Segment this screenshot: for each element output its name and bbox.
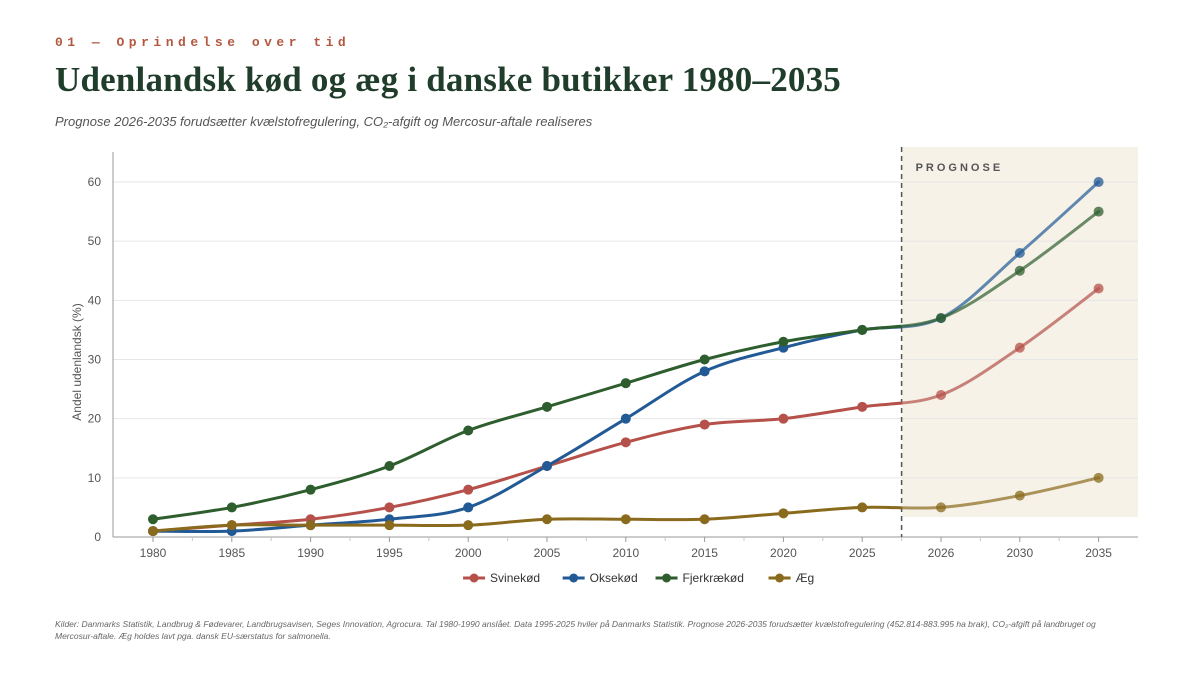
y-tick-label: 20 [88,412,102,426]
x-tick-label: 2000 [455,546,482,560]
data-point [1093,472,1104,483]
legend-label: Fjerkrækød [683,571,744,585]
data-point [1093,177,1104,187]
data-point [384,461,395,471]
data-point [620,378,631,389]
legend-swatch-dot [569,573,579,583]
x-tick-label: 1985 [218,546,245,560]
data-point [778,508,789,519]
data-point [1014,248,1025,258]
data-point [1014,265,1025,276]
data-point [148,526,158,537]
series-aeg [148,472,1104,537]
data-point [620,413,631,424]
data-point [542,401,552,412]
data-point [936,313,946,324]
y-tick-label: 30 [88,353,102,367]
data-point [778,336,789,347]
data-point [463,520,474,531]
forecast-label: PROGNOSE [916,162,1004,174]
legend-swatch-dot [662,573,672,583]
x-tick-label: 1980 [140,546,167,560]
y-tick-label: 10 [88,471,102,485]
data-point [384,502,395,513]
y-axis-title: Andel udenlandsk (%) [70,303,84,420]
data-point [699,419,710,430]
series-fjerkraekoed [148,206,1104,525]
data-point [1093,206,1104,217]
source-footnote: Kilder: Danmarks Statistik, Landbrug & F… [55,619,1096,642]
data-point [1093,283,1104,294]
data-point [148,514,158,525]
data-point [384,520,395,531]
legend-item-oksekoed: Oksekød [562,571,638,585]
data-point [1014,490,1025,501]
x-tick-label: 2010 [612,546,639,560]
data-point [305,520,316,531]
page-subtitle: Prognose 2026-2035 forudsætter kvælstofr… [55,114,593,129]
legend-label: Svinekød [490,571,540,585]
data-point [542,461,552,471]
data-point [699,514,710,525]
legend-label: Oksekød [590,571,638,585]
x-tick-label: 2026 [928,546,955,560]
data-point [620,514,631,525]
data-point [936,502,946,513]
data-point [620,437,631,448]
data-point [857,401,868,412]
data-point [778,413,789,424]
x-tick-label: 1990 [297,546,324,560]
section-eyebrow: 01 — Oprindelse over tid [55,35,351,50]
data-point [463,425,474,436]
forecast-region [901,147,1138,517]
legend-swatch-dot [469,573,479,583]
legend-item-aeg: Æg [768,571,815,585]
y-tick-label: 60 [88,175,102,189]
data-point [699,366,710,377]
y-tick-label: 0 [94,530,101,544]
data-point [226,502,237,513]
y-tick-label: 40 [88,293,102,307]
data-point [936,390,946,400]
data-point [542,514,552,525]
data-point [226,520,237,531]
data-point [857,324,868,335]
x-tick-label: 2035 [1085,546,1112,560]
y-tick-label: 50 [88,234,102,248]
x-tick-label: 2030 [1006,546,1033,560]
data-point [857,502,868,513]
x-tick-label: 2020 [770,546,797,560]
data-point [463,502,474,513]
x-tick-label: 1995 [376,546,403,560]
legend-swatch-dot [775,573,785,583]
data-point [699,354,710,365]
x-tick-label: 2015 [691,546,718,560]
data-point [1014,342,1025,353]
x-tick-label: 2025 [849,546,876,560]
legend-label: Æg [796,571,815,585]
legend-item-fjerkraekoed: Fjerkrækød [655,571,744,585]
legend-item-svinekoed: Svinekød [463,571,540,585]
x-tick-label: 2005 [534,546,561,560]
data-point [463,484,474,495]
data-point [305,484,316,495]
page-title: Udenlandsk kød og æg i danske butikker 1… [55,60,841,99]
